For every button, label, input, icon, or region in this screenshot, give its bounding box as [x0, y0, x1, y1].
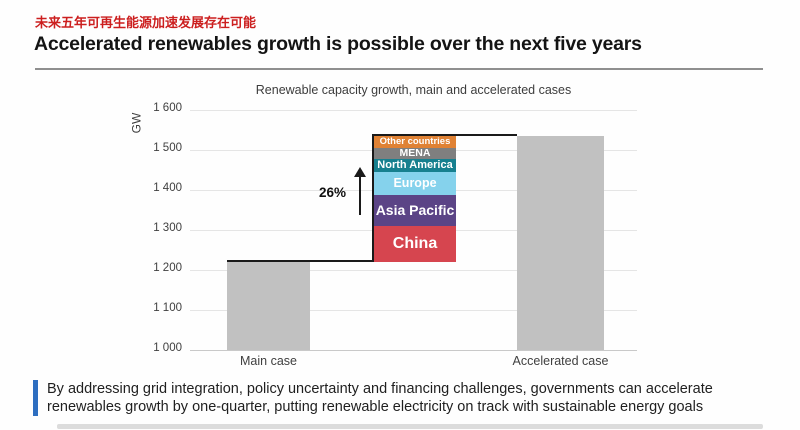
- bar-accelerated-case: [517, 136, 604, 350]
- y-tick-1300: 1 300: [153, 222, 182, 234]
- y-tick-1400: 1 400: [153, 182, 182, 194]
- gridline-1000: [190, 349, 637, 351]
- segment-mena: MENA: [374, 147, 456, 159]
- y-tick-1100: 1 100: [153, 302, 182, 314]
- growth-percent-label: 26%: [318, 185, 346, 200]
- renewables-chart: Renewable capacity growth, main and acce…: [0, 80, 800, 380]
- bottom-divider: [57, 424, 763, 429]
- footer-note: By addressing grid integration, policy u…: [33, 380, 713, 416]
- footer-line-1: By addressing grid integration, policy u…: [47, 381, 713, 397]
- gridline-1600: [190, 109, 637, 111]
- footer-text: By addressing grid integration, policy u…: [47, 380, 713, 416]
- y-tick-1200: 1 200: [153, 262, 182, 274]
- segment-china: China: [374, 226, 456, 262]
- step-line-vertical: [372, 134, 374, 262]
- bar-main-case: [227, 262, 310, 350]
- plot-area: 1 000 1 100 1 200 1 300 1 400 1 500 1 600 China…: [0, 80, 800, 380]
- footer-accent-bar: [33, 380, 38, 416]
- segment-europe: Europe: [374, 172, 456, 196]
- chart-title: Renewable capacity growth, main and acce…: [255, 83, 572, 97]
- step-line-upper: [374, 134, 517, 136]
- segment-other-countries: Other countries: [374, 136, 456, 148]
- y-tick-1000: 1 000: [153, 342, 182, 354]
- gridline-1200: [190, 269, 637, 271]
- step-line-lower: [227, 260, 374, 262]
- footer-line-2: renewables growth by one-quarter, puttin…: [47, 399, 704, 415]
- segment-north-america: North America: [374, 158, 456, 172]
- chinese-subtitle: 未来五年可再生能源加速发展存在可能: [35, 15, 257, 30]
- y-tick-1500: 1 500: [153, 142, 182, 154]
- x-label-accelerated-case: Accelerated case: [512, 354, 609, 368]
- growth-arrow-shaft: [359, 177, 361, 215]
- y-tick-1600: 1 600: [153, 102, 182, 114]
- page-title: Accelerated renewables growth is possibl…: [34, 33, 642, 55]
- title-divider: [35, 68, 763, 70]
- segment-asia-pacific: Asia Pacific: [374, 195, 456, 226]
- gridline-1100: [190, 309, 637, 311]
- growth-arrow-head: [354, 167, 366, 177]
- x-label-main-case: Main case: [240, 354, 297, 368]
